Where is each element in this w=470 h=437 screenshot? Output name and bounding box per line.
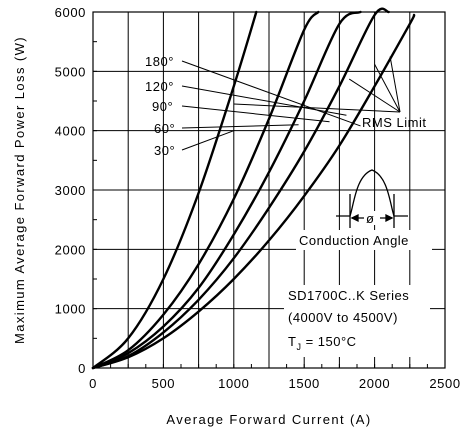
x-tick-labels: 0 500 1000 1500 2000 2500 [89,376,460,391]
conduction-angle-label: Conduction Angle [299,233,409,248]
rms-leader-line [233,103,401,113]
curve-30 [91,10,258,370]
x-tick-label: 2000 [359,376,390,391]
x-axis-label: Average Forward Current (A) [166,412,371,427]
grid-lines [93,12,445,368]
tick-marks [93,41,428,368]
curve-120 [91,7,390,370]
curves [91,7,416,370]
x-tick-label: 500 [152,376,176,391]
phi-symbol: ø [366,211,374,226]
tj-prefix: T [288,334,296,349]
curve-label-30: 30° [154,143,175,158]
device-series-label: SD1700C..K Series [288,288,409,303]
rms-leader-line [348,78,401,113]
leader-line [181,85,347,116]
conduction-angle-waveform [336,169,408,228]
curve-180 [91,13,416,370]
y-tick-labels: 0 1000 2000 3000 4000 5000 6000 [55,5,86,376]
curve-label-120: 120° [145,79,174,94]
curve-label-90: 90° [152,99,173,114]
label-leaders [181,56,401,151]
phi-backdrop [364,211,380,225]
y-tick-label: 0 [78,361,86,376]
junction-temperature-label: TJ = 150°C [288,334,357,352]
y-tick-label: 2000 [55,242,86,257]
x-tick-label: 1000 [218,376,249,391]
rms-leader-line [389,56,401,113]
leader-line [181,105,330,123]
device-voltage-label: (4000V to 4500V) [288,310,398,325]
curve-label-180: 180° [145,54,174,69]
x-tick-label: 2500 [429,376,460,391]
y-tick-label: 1000 [55,302,86,317]
y-tick-label: 3000 [55,183,86,198]
y-tick-label: 4000 [55,124,86,139]
curve-90 [91,10,362,370]
conduction-angle-backdrop [296,230,432,250]
y-axis-label: Maximum Average Forward Power Loss (W) [12,36,27,344]
tj-subscript: J [296,342,301,352]
y-tick-label: 5000 [55,64,86,79]
curve-60 [91,10,320,370]
tj-value: = 150°C [301,334,356,349]
device-info-backdrop [284,285,430,357]
x-tick-label: 1500 [289,376,320,391]
curve-label-60: 60° [154,121,175,136]
leader-line [181,124,299,129]
rms-limit-label: RMS Limit [362,115,426,130]
leader-line [181,130,234,151]
leader-line [181,60,361,127]
x-tick-label: 0 [89,376,97,391]
y-tick-label: 6000 [55,5,86,20]
rms-leader-line [374,63,401,113]
